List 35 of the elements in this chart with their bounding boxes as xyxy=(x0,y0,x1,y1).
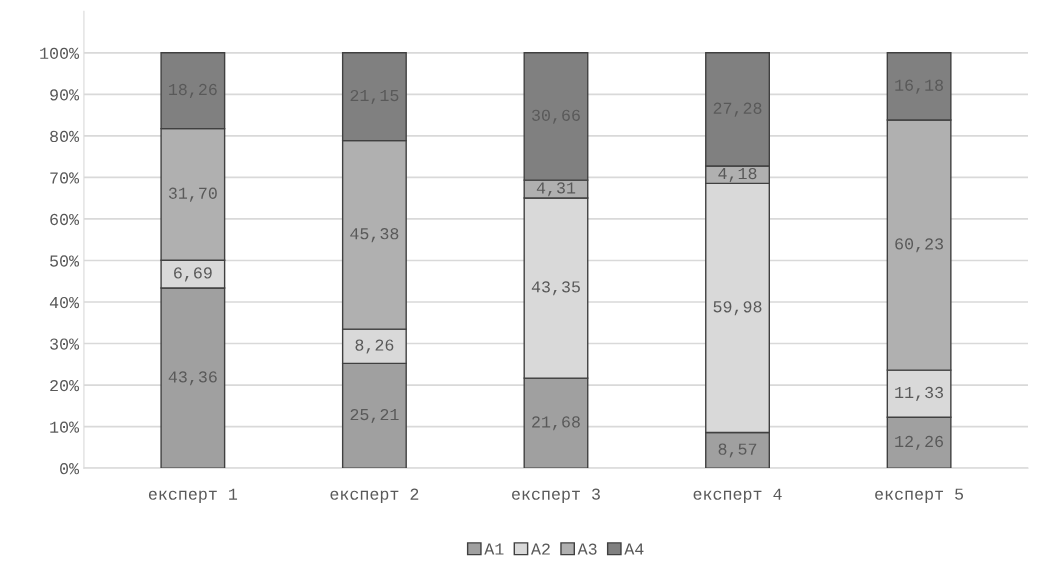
data-label: 21,68 xyxy=(532,416,580,431)
legend-label: A4 xyxy=(624,543,644,555)
legend-label: A2 xyxy=(530,543,550,555)
data-label: 59,98 xyxy=(713,301,762,316)
y-tick-label: 70% xyxy=(50,172,80,184)
y-tick-label: 60% xyxy=(50,213,80,226)
y-tick-label: 50% xyxy=(50,255,80,267)
x-tick-label: експерт 5 xyxy=(875,488,964,504)
y-tick-label: 40% xyxy=(49,296,80,309)
y-tick-label: 10% xyxy=(50,421,80,433)
data-label: 31,70 xyxy=(168,187,217,202)
y-tick-label: 30% xyxy=(50,338,80,350)
x-tick-label: експерт 4 xyxy=(693,488,782,504)
data-label: 43,36 xyxy=(168,371,217,386)
data-label: 8,26 xyxy=(355,339,394,354)
legend-label: A3 xyxy=(577,543,597,555)
data-label: 60,23 xyxy=(895,238,944,253)
legend-label: A1 xyxy=(484,543,504,555)
data-label: 4,31 xyxy=(536,182,576,197)
y-tick-label: 80% xyxy=(50,130,80,143)
data-label: 43,35 xyxy=(531,281,580,296)
x-tick-label: експерт 3 xyxy=(512,488,600,504)
y-tick-label: 90% xyxy=(50,89,80,101)
data-label: 6,69 xyxy=(174,267,212,282)
data-label: 4,18 xyxy=(718,167,757,183)
data-label: 25,21 xyxy=(350,408,399,424)
data-label: 12,26 xyxy=(895,435,943,450)
y-tick-label: 20% xyxy=(50,379,80,392)
x-tick-label: експерт 1 xyxy=(148,488,238,504)
data-label: 45,38 xyxy=(350,228,399,243)
x-tick-label: експерт 2 xyxy=(330,488,419,504)
data-label: 8,57 xyxy=(718,443,757,458)
y-tick-label: 100% xyxy=(40,47,80,60)
data-label: 11,33 xyxy=(895,386,944,401)
y-tick-label: 0% xyxy=(60,463,80,475)
